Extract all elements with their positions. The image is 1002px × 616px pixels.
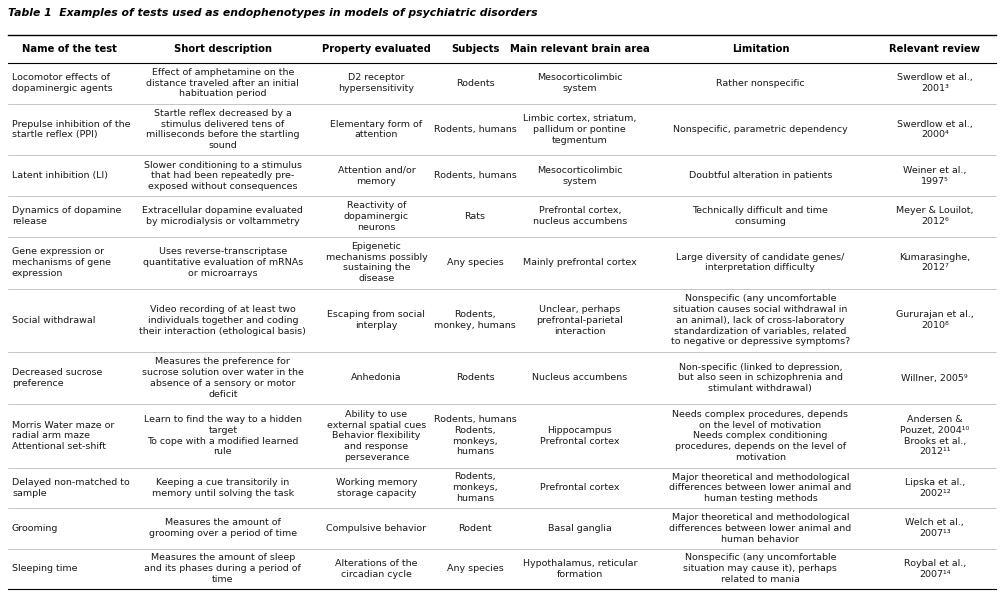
Text: Rodents, humans: Rodents, humans <box>434 171 516 180</box>
Text: Epigenetic
mechanisms possibly
sustaining the
disease: Epigenetic mechanisms possibly sustainin… <box>326 242 427 283</box>
Text: Limbic cortex, striatum,
pallidum or pontine
tegmentum: Limbic cortex, striatum, pallidum or pon… <box>523 114 636 145</box>
Text: Latent inhibition (LI): Latent inhibition (LI) <box>12 171 108 180</box>
Text: Subjects: Subjects <box>451 44 499 54</box>
Text: Technically difficult and time
consuming: Technically difficult and time consuming <box>692 206 829 226</box>
Text: Mesocorticolimbic
system: Mesocorticolimbic system <box>537 73 622 93</box>
Text: Non-specific (linked to depression,
but also seen in schizophrenia and
stimulant: Non-specific (linked to depression, but … <box>678 363 843 393</box>
Text: Slower conditioning to a stimulus
that had been repeatedly pre-
exposed without : Slower conditioning to a stimulus that h… <box>144 161 302 191</box>
Text: Gururajan et al.,
2010⁸: Gururajan et al., 2010⁸ <box>896 310 974 330</box>
Text: Hippocampus
Prefrontal cortex: Hippocampus Prefrontal cortex <box>540 426 619 445</box>
Text: Meyer & Louilot,
2012⁶: Meyer & Louilot, 2012⁶ <box>896 206 974 226</box>
Text: Prepulse inhibition of the
startle reflex (PPI): Prepulse inhibition of the startle refle… <box>12 120 130 139</box>
Text: Rodents,
monkey, humans: Rodents, monkey, humans <box>434 310 516 330</box>
Text: Nonspecific (any uncomfortable
situation causes social withdrawal in
an animal),: Nonspecific (any uncomfortable situation… <box>670 294 850 346</box>
Text: Relevant review: Relevant review <box>889 44 980 54</box>
Text: Gene expression or
mechanisms of gene
expression: Gene expression or mechanisms of gene ex… <box>12 247 111 278</box>
Text: Roybal et al.,
2007¹⁴: Roybal et al., 2007¹⁴ <box>904 559 966 578</box>
Text: Lipska et al.,
2002¹²: Lipska et al., 2002¹² <box>905 478 965 498</box>
Text: Any species: Any species <box>447 258 503 267</box>
Text: Measures the amount of sleep
and its phases during a period of
time: Measures the amount of sleep and its pha… <box>144 554 302 584</box>
Text: Nonspecific, parametric dependency: Nonspecific, parametric dependency <box>673 125 848 134</box>
Text: Large diversity of candidate genes/
interpretation difficulty: Large diversity of candidate genes/ inte… <box>676 253 845 272</box>
Text: Rodents, humans: Rodents, humans <box>434 125 516 134</box>
Text: Measures the preference for
sucrose solution over water in the
absence of a sens: Measures the preference for sucrose solu… <box>142 357 304 399</box>
Text: Basal ganglia: Basal ganglia <box>548 524 611 533</box>
Text: Rodents: Rodents <box>456 79 494 87</box>
Text: Compulsive behavior: Compulsive behavior <box>327 524 427 533</box>
Text: Rodents,
monkeys,
humans: Rodents, monkeys, humans <box>452 472 498 503</box>
Text: Andersen &
Pouzet, 2004¹⁰
Brooks et al.,
2012¹¹: Andersen & Pouzet, 2004¹⁰ Brooks et al.,… <box>900 415 969 456</box>
Text: Attention and/or
memory: Attention and/or memory <box>338 166 415 185</box>
Text: Hypothalamus, reticular
formation: Hypothalamus, reticular formation <box>523 559 637 578</box>
Text: Grooming: Grooming <box>12 524 58 533</box>
Text: Prefrontal cortex: Prefrontal cortex <box>540 483 619 492</box>
Text: Main relevant brain area: Main relevant brain area <box>510 44 649 54</box>
Text: D2 receptor
hypersensitivity: D2 receptor hypersensitivity <box>339 73 415 93</box>
Text: Extracellular dopamine evaluated
by microdialysis or voltammetry: Extracellular dopamine evaluated by micr… <box>142 206 304 226</box>
Text: Reactivity of
dopaminergic
neurons: Reactivity of dopaminergic neurons <box>344 201 409 232</box>
Text: Property evaluated: Property evaluated <box>322 44 431 54</box>
Text: Anhedonia: Anhedonia <box>351 373 402 383</box>
Text: Locomotor effects of
dopaminergic agents: Locomotor effects of dopaminergic agents <box>12 73 112 93</box>
Text: Elementary form of
attention: Elementary form of attention <box>331 120 423 139</box>
Text: Video recording of at least two
individuals together and coding
their interactio: Video recording of at least two individu… <box>139 305 307 336</box>
Text: Weiner et al.,
1997⁵: Weiner et al., 1997⁵ <box>903 166 967 185</box>
Text: Table 1  Examples of tests used as endophenotypes in models of psychiatric disor: Table 1 Examples of tests used as endoph… <box>8 8 538 18</box>
Text: Rats: Rats <box>465 212 486 221</box>
Text: Any species: Any species <box>447 564 503 573</box>
Text: Welch et al.,
2007¹³: Welch et al., 2007¹³ <box>906 519 964 538</box>
Text: Alterations of the
circadian cycle: Alterations of the circadian cycle <box>336 559 418 578</box>
Text: Rodents: Rodents <box>456 373 494 383</box>
Text: Short description: Short description <box>173 44 272 54</box>
Text: Startle reflex decreased by a
stimulus delivered tens of
milliseconds before the: Startle reflex decreased by a stimulus d… <box>146 109 300 150</box>
Text: Kumarasinghe,
2012⁷: Kumarasinghe, 2012⁷ <box>899 253 970 272</box>
Text: Rather nonspecific: Rather nonspecific <box>716 79 805 87</box>
Text: Dynamics of dopamine
release: Dynamics of dopamine release <box>12 206 121 226</box>
Text: Limitation: Limitation <box>731 44 790 54</box>
Text: Nucleus accumbens: Nucleus accumbens <box>532 373 627 383</box>
Text: Needs complex procedures, depends
on the level of motivation
Needs complex condi: Needs complex procedures, depends on the… <box>672 410 849 462</box>
Text: Doubtful alteration in patients: Doubtful alteration in patients <box>688 171 832 180</box>
Text: Decreased sucrose
preference: Decreased sucrose preference <box>12 368 102 388</box>
Text: Working memory
storage capacity: Working memory storage capacity <box>336 478 417 498</box>
Text: Effect of amphetamine on the
distance traveled after an initial
habituation peri: Effect of amphetamine on the distance tr… <box>146 68 300 99</box>
Text: Major theoretical and methodological
differences between lower animal and
human : Major theoretical and methodological dif… <box>669 472 852 503</box>
Text: Prefrontal cortex,
nucleus accumbens: Prefrontal cortex, nucleus accumbens <box>533 206 627 226</box>
Text: Keeping a cue transitorily in
memory until solving the task: Keeping a cue transitorily in memory unt… <box>151 478 294 498</box>
Text: Learn to find the way to a hidden
target
To cope with a modified learned
rule: Learn to find the way to a hidden target… <box>144 415 302 456</box>
Text: Rodents, humans
Rodents,
monkeys,
humans: Rodents, humans Rodents, monkeys, humans <box>434 415 516 456</box>
Text: Rodent: Rodent <box>458 524 492 533</box>
Text: Willner, 2005⁹: Willner, 2005⁹ <box>902 373 968 383</box>
Text: Escaping from social
interplay: Escaping from social interplay <box>328 310 426 330</box>
Text: Swerdlow et al.,
2001³: Swerdlow et al., 2001³ <box>897 73 973 93</box>
Text: Delayed non-matched to
sample: Delayed non-matched to sample <box>12 478 129 498</box>
Text: Sleeping time: Sleeping time <box>12 564 77 573</box>
Text: Unclear, perhaps
prefrontal-parietal
interaction: Unclear, perhaps prefrontal-parietal int… <box>536 305 623 336</box>
Text: Social withdrawal: Social withdrawal <box>12 316 95 325</box>
Text: Nonspecific (any uncomfortable
situation may cause it), perhaps
related to mania: Nonspecific (any uncomfortable situation… <box>683 554 838 584</box>
Text: Mesocorticolimbic
system: Mesocorticolimbic system <box>537 166 622 185</box>
Text: Major theoretical and methodological
differences between lower animal and
human : Major theoretical and methodological dif… <box>669 513 852 543</box>
Text: Uses reverse-transcriptase
quantitative evaluation of mRNAs
or microarrays: Uses reverse-transcriptase quantitative … <box>142 247 303 278</box>
Text: Mainly prefrontal cortex: Mainly prefrontal cortex <box>523 258 636 267</box>
Text: Measures the amount of
grooming over a period of time: Measures the amount of grooming over a p… <box>148 519 297 538</box>
Text: Swerdlow et al.,
2000⁴: Swerdlow et al., 2000⁴ <box>897 120 973 139</box>
Text: Ability to use
external spatial cues
Behavior flexibility
and response
persevera: Ability to use external spatial cues Beh… <box>327 410 426 462</box>
Text: Morris Water maze or
radial arm maze
Attentional set-shift: Morris Water maze or radial arm maze Att… <box>12 421 114 451</box>
Text: Name of the test: Name of the test <box>22 44 116 54</box>
